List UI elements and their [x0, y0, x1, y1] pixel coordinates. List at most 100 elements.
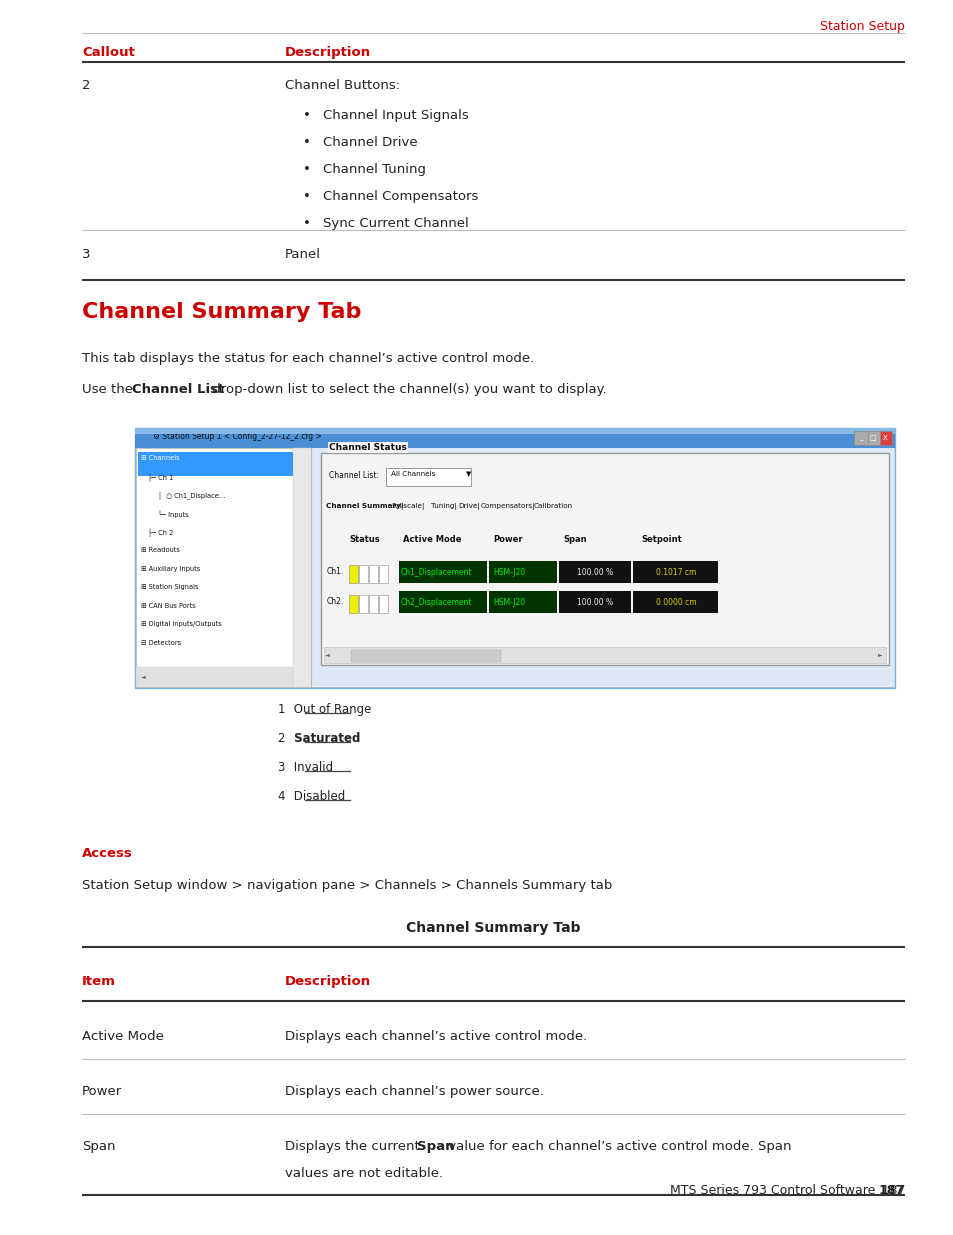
- FancyBboxPatch shape: [633, 592, 718, 613]
- FancyBboxPatch shape: [398, 561, 486, 583]
- Text: Active Mode: Active Mode: [402, 535, 461, 543]
- Text: Channel Input Signals: Channel Input Signals: [323, 109, 468, 122]
- Text: Channel List: Channel List: [132, 383, 224, 396]
- FancyBboxPatch shape: [558, 592, 630, 613]
- Text: MTS Series 793 Control Software 187: MTS Series 793 Control Software 187: [669, 1184, 904, 1197]
- FancyBboxPatch shape: [135, 429, 894, 448]
- FancyBboxPatch shape: [324, 647, 885, 663]
- Text: HSM-J20: HSM-J20: [493, 568, 524, 577]
- Text: values are not editable.: values are not editable.: [285, 1167, 442, 1179]
- Text: ►: ►: [878, 652, 882, 657]
- Text: Out of Range: Out of Range: [290, 703, 371, 716]
- FancyBboxPatch shape: [138, 452, 293, 475]
- Text: 100.00 %: 100.00 %: [577, 568, 613, 577]
- Text: •: •: [303, 190, 311, 203]
- Text: Ch2.: Ch2.: [327, 597, 344, 606]
- Text: └─ Inputs: └─ Inputs: [158, 510, 189, 519]
- FancyBboxPatch shape: [349, 595, 357, 613]
- Text: Disabled: Disabled: [290, 790, 345, 803]
- Text: Calibration: Calibration: [533, 503, 572, 509]
- Text: Channel Status: Channel Status: [329, 443, 406, 452]
- FancyBboxPatch shape: [865, 431, 879, 445]
- Text: Power: Power: [82, 1086, 122, 1098]
- FancyBboxPatch shape: [489, 592, 557, 613]
- Text: HSM-J20: HSM-J20: [493, 598, 524, 606]
- FancyBboxPatch shape: [386, 468, 471, 487]
- FancyBboxPatch shape: [358, 564, 368, 583]
- FancyBboxPatch shape: [369, 564, 377, 583]
- Text: Saturated: Saturated: [290, 732, 360, 745]
- Text: •: •: [303, 136, 311, 149]
- Text: Ch1.: Ch1.: [327, 567, 344, 576]
- Text: ▼: ▼: [465, 471, 471, 477]
- FancyBboxPatch shape: [558, 561, 630, 583]
- Text: All Channels: All Channels: [391, 471, 435, 477]
- Text: Channel Summary Tab: Channel Summary Tab: [82, 303, 361, 322]
- Text: Displays each channel’s power source.: Displays each channel’s power source.: [285, 1086, 543, 1098]
- Text: ⊞ Auxiliary Inputs: ⊞ Auxiliary Inputs: [141, 566, 200, 572]
- Text: Station Setup: Station Setup: [820, 20, 904, 33]
- FancyBboxPatch shape: [320, 453, 888, 664]
- Text: Description: Description: [285, 974, 371, 988]
- FancyBboxPatch shape: [853, 431, 867, 445]
- Text: │  ○ Ch1_Displace…: │ ○ Ch1_Displace…: [158, 492, 225, 500]
- Text: Fullscale|: Fullscale|: [391, 503, 424, 510]
- FancyBboxPatch shape: [351, 650, 500, 662]
- Text: Item: Item: [82, 974, 115, 988]
- Text: Channel List:: Channel List:: [329, 471, 378, 480]
- Text: Channel Drive: Channel Drive: [323, 136, 417, 149]
- FancyBboxPatch shape: [293, 448, 311, 687]
- FancyBboxPatch shape: [135, 429, 894, 433]
- Text: Channel Buttons:: Channel Buttons:: [285, 79, 399, 91]
- Text: Span: Span: [82, 1140, 115, 1153]
- Text: ⊞ Station Signals: ⊞ Station Signals: [141, 584, 198, 590]
- Text: Compensators|: Compensators|: [480, 503, 535, 510]
- Text: •: •: [303, 217, 311, 230]
- Text: ⊞ Channels: ⊞ Channels: [141, 454, 179, 461]
- FancyBboxPatch shape: [349, 564, 357, 583]
- FancyBboxPatch shape: [398, 592, 486, 613]
- Text: Span: Span: [562, 535, 586, 543]
- FancyBboxPatch shape: [633, 561, 718, 583]
- Text: Panel: Panel: [285, 248, 320, 261]
- Text: 3: 3: [277, 761, 285, 774]
- Text: Status: Status: [349, 535, 379, 543]
- Text: 0.0000 cm: 0.0000 cm: [655, 598, 696, 606]
- Text: X: X: [882, 435, 886, 441]
- Text: ◄: ◄: [141, 674, 146, 679]
- Text: ├─ Ch 2: ├─ Ch 2: [148, 529, 173, 537]
- Text: 4: 4: [277, 790, 285, 803]
- Text: Power: Power: [493, 535, 522, 543]
- Text: Callout: Callout: [82, 46, 134, 59]
- Text: Invalid: Invalid: [290, 761, 333, 774]
- Text: Span: Span: [416, 1140, 455, 1153]
- Text: Ch1_Displacement: Ch1_Displacement: [400, 568, 472, 577]
- Text: 100.00 %: 100.00 %: [577, 598, 613, 606]
- Text: Tuning|: Tuning|: [431, 503, 456, 510]
- FancyBboxPatch shape: [378, 564, 388, 583]
- FancyBboxPatch shape: [489, 561, 557, 583]
- FancyBboxPatch shape: [358, 595, 368, 613]
- Text: This tab displays the status for each channel’s active control mode.: This tab displays the status for each ch…: [82, 352, 534, 366]
- Text: 187: 187: [878, 1184, 904, 1197]
- Text: ⊟ Detectors: ⊟ Detectors: [141, 640, 181, 646]
- Text: Access: Access: [82, 847, 132, 860]
- Text: □: □: [869, 435, 876, 441]
- Text: Drive|: Drive|: [457, 503, 479, 510]
- Text: Channel Summary|: Channel Summary|: [326, 503, 403, 510]
- Text: ⚙ Station Setup 1 < Config_2-27-12_2.cfg >: ⚙ Station Setup 1 < Config_2-27-12_2.cfg…: [152, 432, 321, 441]
- FancyBboxPatch shape: [877, 431, 891, 445]
- FancyBboxPatch shape: [369, 595, 377, 613]
- Text: ◄: ◄: [325, 652, 330, 657]
- Text: 2: 2: [277, 732, 285, 745]
- Text: 3: 3: [82, 248, 91, 261]
- Text: 1: 1: [277, 703, 285, 716]
- Text: Station Setup window > navigation pane > Channels > Channels Summary tab: Station Setup window > navigation pane >…: [82, 879, 612, 892]
- Text: ⊞ Digital Inputs/Outputs: ⊞ Digital Inputs/Outputs: [141, 621, 221, 627]
- Text: 2: 2: [82, 79, 91, 91]
- Text: Use the: Use the: [82, 383, 137, 396]
- FancyBboxPatch shape: [378, 595, 388, 613]
- Text: Displays the current: Displays the current: [285, 1140, 423, 1153]
- FancyBboxPatch shape: [136, 667, 293, 687]
- Text: ⊞ CAN Bus Ports: ⊞ CAN Bus Ports: [141, 603, 195, 609]
